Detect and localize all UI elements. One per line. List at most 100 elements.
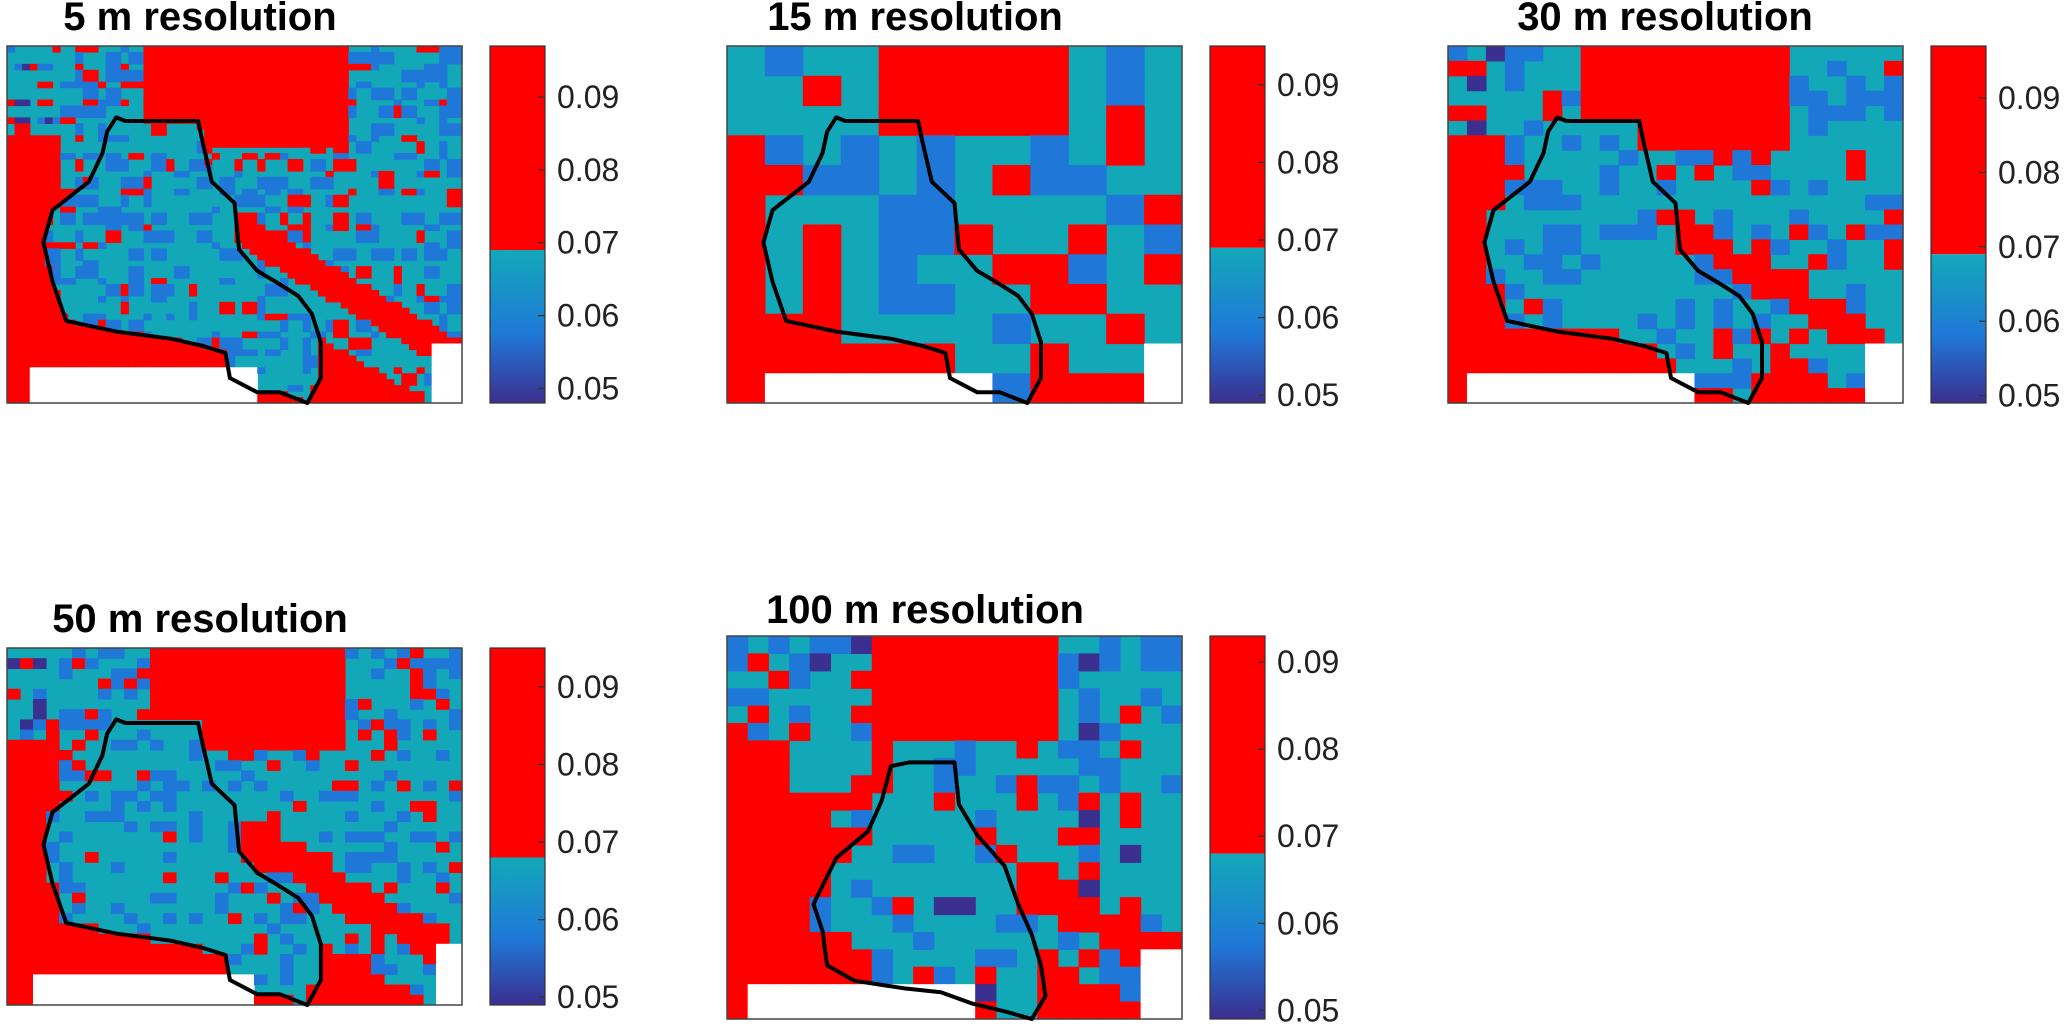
map-cell <box>345 984 359 996</box>
map-cell <box>871 966 894 985</box>
map-cell <box>166 93 175 101</box>
map-cell <box>44 63 54 71</box>
map-cell <box>158 230 167 237</box>
map-cell <box>143 111 152 118</box>
map-cell <box>317 123 327 130</box>
map-cell <box>371 719 385 731</box>
map-cell <box>727 966 749 985</box>
map-cell <box>272 254 281 261</box>
map-cell <box>90 218 99 226</box>
map-cell <box>764 135 804 166</box>
map-cell <box>371 301 380 309</box>
map-cell <box>1580 75 1601 92</box>
map-cell <box>1656 75 1677 92</box>
map-cell <box>1161 653 1183 672</box>
map-cell <box>90 212 99 220</box>
map-cell <box>60 367 69 374</box>
map-cell <box>14 188 23 196</box>
map-cell <box>727 827 749 846</box>
map-cell <box>181 93 190 101</box>
map-cell <box>60 349 69 356</box>
map-cell <box>135 254 145 261</box>
map-cell <box>181 367 190 374</box>
map-cell <box>124 994 138 1006</box>
map-cell <box>851 705 873 724</box>
map-cell <box>272 87 281 95</box>
map-cell <box>747 827 769 846</box>
map-cell <box>348 343 357 351</box>
map-cell <box>310 278 319 285</box>
map-cell <box>892 1001 914 1020</box>
map-cell <box>226 117 236 124</box>
map-cell <box>29 331 38 339</box>
map-cell <box>14 349 23 356</box>
map-cell <box>1732 105 1752 121</box>
map-cell <box>954 636 976 655</box>
map-cell <box>75 182 84 190</box>
map-cell <box>242 69 251 77</box>
map-cell <box>46 790 60 802</box>
map-cell <box>287 81 296 89</box>
map-cell <box>29 224 38 232</box>
map-cell <box>52 46 61 53</box>
map-cell <box>111 668 125 680</box>
map-cell <box>317 182 327 190</box>
map-cell <box>358 882 372 894</box>
map-cell <box>150 821 164 833</box>
map-cell <box>287 254 296 261</box>
map-cell <box>150 709 164 720</box>
map-cell <box>431 159 440 166</box>
map-cell <box>384 739 398 751</box>
map-cell <box>272 182 281 190</box>
map-cell <box>310 111 319 118</box>
map-cell <box>189 373 198 380</box>
map-cell <box>111 801 125 812</box>
map-cell <box>1037 653 1059 672</box>
map-cell <box>384 923 398 935</box>
map-cell <box>348 289 357 297</box>
map-cell <box>7 135 16 142</box>
map-cell <box>410 648 424 659</box>
map-cell <box>7 200 16 208</box>
map-cell <box>44 379 54 386</box>
map-cell <box>181 379 190 386</box>
map-cell <box>446 93 456 101</box>
map-cell <box>204 111 213 118</box>
map-cell <box>1016 879 1038 898</box>
colorbar: 0.050.060.070.080.09 <box>1209 45 1339 413</box>
map-cell <box>264 254 274 261</box>
map-cell <box>454 111 463 118</box>
map-cell <box>219 93 228 101</box>
map-cell <box>196 75 205 83</box>
map-cell <box>135 57 145 65</box>
map-cell <box>280 135 289 142</box>
map-cell <box>120 343 129 351</box>
map-cell <box>1561 239 1582 255</box>
map-cell <box>332 903 346 914</box>
map-cell <box>1057 931 1080 950</box>
map-cell <box>75 361 84 368</box>
map-cell <box>302 313 311 321</box>
colorbar-tick-label: 0.08 <box>1277 144 1339 180</box>
map-cell <box>7 206 16 214</box>
map-cell <box>52 361 61 368</box>
map-cell <box>82 266 92 273</box>
map-cell <box>14 212 23 220</box>
map-cell <box>60 105 69 113</box>
map-frame <box>726 45 1183 404</box>
map-cell <box>105 397 114 404</box>
map-cell <box>151 397 160 404</box>
map-cell <box>439 69 448 77</box>
map-cell <box>234 57 243 65</box>
map-cell <box>37 153 46 160</box>
map-cell <box>789 827 811 846</box>
map-cell <box>371 230 380 237</box>
map-cell <box>215 699 229 710</box>
map-cell <box>33 903 47 914</box>
map-cell <box>98 349 107 356</box>
map-cell <box>241 739 255 751</box>
map-cell <box>120 188 129 196</box>
map-cell <box>1694 239 1715 255</box>
map-cell <box>211 57 220 65</box>
